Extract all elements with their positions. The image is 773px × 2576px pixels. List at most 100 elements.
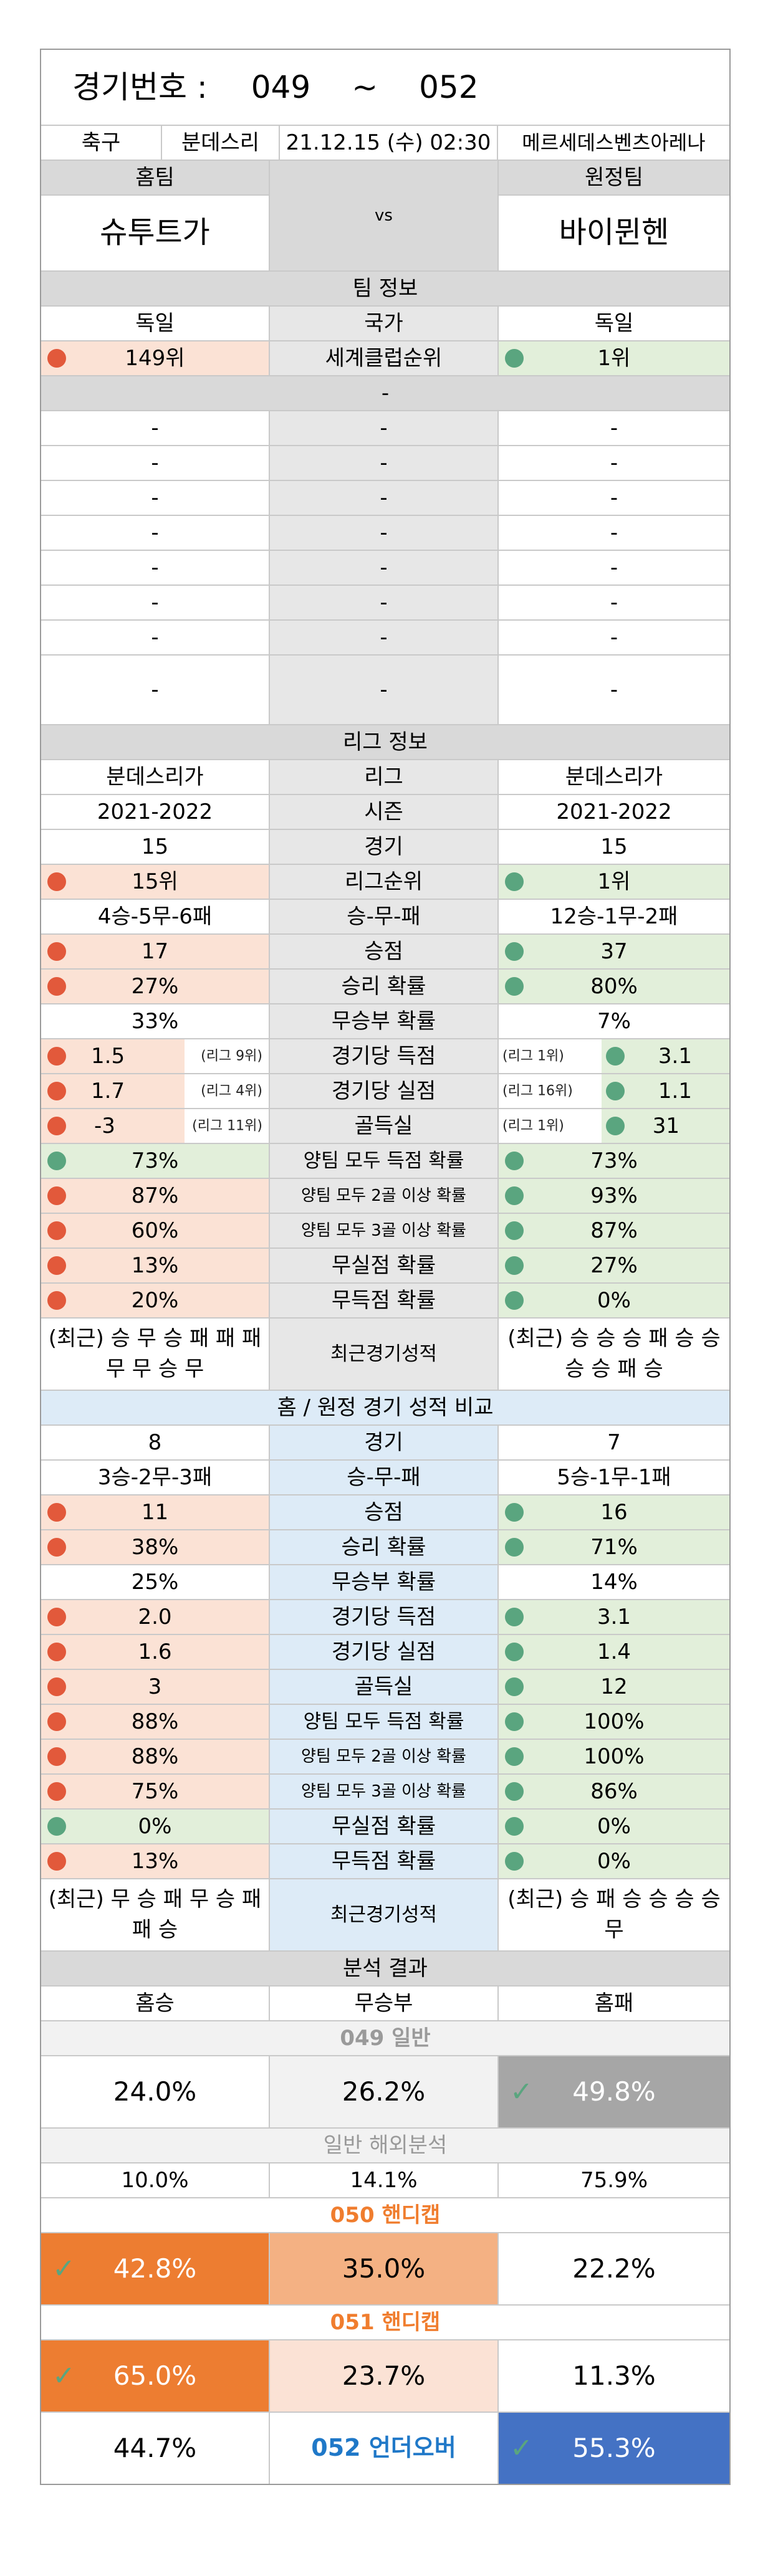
- ha-info-fts-home: 13%: [131, 1848, 179, 1874]
- ha-info-btts2-label: 양팀 모두 2골 이상 확률: [270, 1740, 499, 1773]
- league-info-league-away: 분데스리가: [565, 764, 663, 789]
- green-dot-icon: [47, 1152, 66, 1170]
- ha-info-gd-label: 골득실: [270, 1670, 499, 1704]
- ha-info-winrate-away: 71%: [590, 1534, 638, 1560]
- ha-info-btts3-label: 양팀 모두 3골 이상 확률: [270, 1775, 499, 1808]
- g050-title: 050 핸디캡: [330, 2202, 441, 2228]
- team-info-rows-0-1: -: [270, 411, 499, 445]
- goals-against-row: 1.7 (리그 4위) 경기당 실점 (리그 16위) 1.1: [41, 1074, 729, 1109]
- ha-info-winrate-home: 38%: [131, 1534, 179, 1560]
- ha-info-gf-home: 2.0: [138, 1604, 172, 1629]
- match-info-row: 축구 분데스리 21.12.15 (수) 02:30 메르세데스벤츠아레나: [41, 126, 729, 161]
- league-info-gd-home-rank: (리그 11위): [192, 1118, 262, 1134]
- away-team-name: 바이뮌헨: [559, 215, 670, 250]
- green-dot-icon: [505, 1608, 524, 1626]
- team-info-rows-1-2: -: [610, 450, 618, 475]
- season-row: 2021-2022 시즌 2021-2022: [41, 795, 729, 830]
- red-dot-icon: [47, 1047, 66, 1066]
- league-info-gd-away-rank: (리그 1위): [502, 1118, 564, 1134]
- red-dot-icon: [47, 1221, 66, 1240]
- analysis-g052-over: 55.3%: [572, 2432, 656, 2463]
- league-info-btts3-away: 87%: [590, 1218, 638, 1243]
- fail-to-score-row: 20% 무득점 확률 0%: [41, 1284, 729, 1319]
- league-info-season-label: 시즌: [270, 795, 499, 829]
- team-info-empty-rows: --- --- --- --- --- --- --- ---: [41, 411, 729, 725]
- ha-info-recent-away: (최근) 승 패 승 승 승 승 무: [507, 1886, 721, 1942]
- ha-info-ga-away: 1.4: [597, 1639, 631, 1664]
- ha-info-games-away: 7: [607, 1429, 621, 1455]
- league-info-gf-home-rank: (리그 9위): [201, 1048, 262, 1064]
- team-info-rows-7-1: -: [270, 656, 499, 724]
- green-dot-icon: [505, 1677, 524, 1696]
- match-number-sep: ~: [352, 69, 378, 105]
- ha-points-row: 11 승점 16: [41, 1496, 729, 1530]
- ha-info-ga-label: 경기당 실점: [270, 1635, 499, 1669]
- g050-row: ✓ 42.8% 35.0% 22.2%: [41, 2233, 729, 2306]
- green-dot-icon: [606, 1117, 625, 1135]
- red-dot-icon: [47, 1643, 66, 1661]
- league-info-drawrate-away: 7%: [597, 1008, 631, 1034]
- red-dot-icon: [47, 977, 66, 996]
- league-info-btts2-away: 93%: [590, 1183, 638, 1208]
- league-info-fts-away: 0%: [597, 1287, 631, 1313]
- league-info-cs-away: 27%: [590, 1252, 638, 1278]
- red-dot-icon: [47, 1747, 66, 1766]
- home-team-label: 홈팀: [41, 161, 269, 196]
- team-info-rows-4-0: -: [41, 551, 270, 584]
- red-dot-icon: [47, 872, 66, 891]
- analysis-g051-home: 65.0%: [113, 2360, 197, 2391]
- match-number-label: 경기번호 :: [72, 69, 208, 105]
- league-info-winrate-label: 승리 확률: [270, 970, 499, 1003]
- match-sheet: 경기번호 : 049 ~ 052 축구 분데스리 21.12.15 (수) 02…: [40, 49, 731, 2485]
- analysis-overseas-home: 10.0%: [41, 2163, 270, 2197]
- league-info-rank-home: 15위: [132, 869, 178, 894]
- g052-row: 44.7% 052 언더오버 ✓ 55.3%: [41, 2413, 729, 2485]
- goals-for-row: 1.5 (리그 9위) 경기당 득점 (리그 1위) 3.1: [41, 1039, 729, 1074]
- green-dot-icon: [505, 1782, 524, 1801]
- ha-gd-row: 3 골득실 12: [41, 1670, 729, 1705]
- ha-info-gf-label: 경기당 득점: [270, 1600, 499, 1634]
- ha-info-fts-label: 무득점 확률: [270, 1844, 499, 1878]
- league-info-gf-away-rank: (리그 1위): [502, 1048, 564, 1064]
- analysis-g049-home: 24.0%: [41, 2056, 270, 2127]
- ha-info-points-label: 승점: [270, 1496, 499, 1529]
- team-info-rows-2-2: -: [610, 485, 618, 510]
- analysis-g050-draw: 35.0%: [270, 2233, 499, 2304]
- red-dot-icon: [47, 1117, 66, 1135]
- ha-fail-to-score-row: 13% 무득점 확률 0%: [41, 1844, 729, 1879]
- vs-label: vs: [270, 161, 499, 270]
- league-info-drawrate-home: 33%: [41, 1004, 270, 1038]
- league-info-recent-home: (최근) 승 무 승 패 패 패 무 무 승 무: [41, 1319, 270, 1390]
- analysis-cols-home: 홈승: [41, 1987, 270, 2020]
- league-info-btts3-home: 60%: [131, 1218, 179, 1243]
- league-info-ga-home-rank: (리그 4위): [201, 1083, 262, 1099]
- ha-info-recent-label: 최근경기성적: [270, 1879, 499, 1950]
- team-info-rows-6-2: -: [610, 624, 618, 650]
- analysis-cols-row: 홈승 무승부 홈패: [41, 1987, 729, 2021]
- team-info-rows-7-0: -: [41, 656, 270, 724]
- green-dot-icon: [505, 942, 524, 961]
- league-info-points-home: 17: [141, 938, 169, 964]
- green-dot-icon: [505, 1538, 524, 1557]
- green-dot-icon: [505, 349, 524, 368]
- winrate-row: 27% 승리 확률 80%: [41, 970, 729, 1004]
- red-dot-icon: [47, 1782, 66, 1801]
- ha-info-recent-home: (최근) 무 승 패 무 승 패 패 승: [41, 1879, 270, 1950]
- home-world-rank: 149위: [125, 345, 185, 371]
- red-dot-icon: [47, 1608, 66, 1626]
- league-info-points-away: 37: [600, 938, 628, 964]
- league-info-btts2-label: 양팀 모두 2골 이상 확률: [270, 1179, 499, 1213]
- world-rank-row: 149위 세계클럽순위 1위: [41, 341, 729, 376]
- league-info-league-home: 분데스리가: [41, 760, 270, 794]
- league-info-fts-label: 무득점 확률: [270, 1284, 499, 1317]
- league-info-season-away: 2021-2022: [556, 799, 672, 824]
- btts-row: 73% 양팀 모두 득점 확률 73%: [41, 1144, 729, 1179]
- red-dot-icon: [47, 942, 66, 961]
- ha-info-games-label: 경기: [270, 1426, 499, 1459]
- country-label: 국가: [270, 307, 499, 340]
- ha-info-points-away: 16: [600, 1499, 628, 1525]
- league-info-gf-label: 경기당 득점: [270, 1039, 499, 1073]
- league-info-games-label: 경기: [270, 830, 499, 864]
- green-dot-icon: [505, 1712, 524, 1731]
- green-dot-icon: [47, 1817, 66, 1836]
